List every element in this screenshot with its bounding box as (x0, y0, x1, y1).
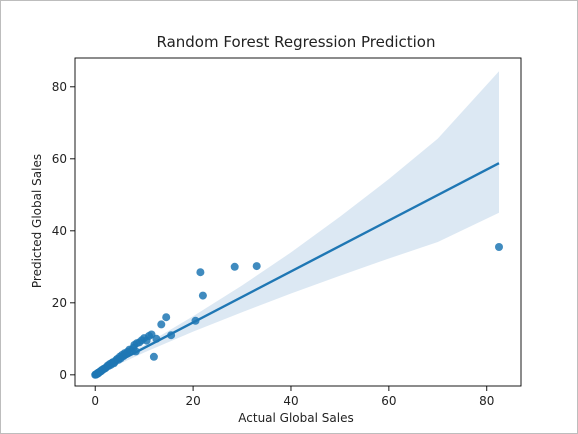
data-point (191, 316, 200, 325)
y-tick-label: 60 (52, 152, 67, 166)
data-point (152, 334, 161, 343)
plot-area: 0 20 40 60 80 0 20 40 60 80 (52, 57, 522, 408)
data-point (157, 320, 166, 329)
x-tick-label: 0 (91, 394, 99, 408)
y-axis-label: Predicted Global Sales (30, 154, 44, 288)
data-point (252, 262, 261, 271)
x-tick-label: 20 (185, 394, 200, 408)
y-tick-label: 80 (52, 80, 67, 94)
x-axis-label: Actual Global Sales (238, 411, 353, 425)
data-point (131, 347, 140, 356)
y-tick-label: 20 (52, 296, 67, 310)
regression-line (94, 162, 500, 375)
data-point (230, 262, 239, 271)
data-point (196, 268, 205, 277)
x-tick-label: 40 (283, 394, 298, 408)
x-tick-label: 60 (381, 394, 396, 408)
x-tick-label: 80 (479, 394, 494, 408)
data-point (198, 291, 207, 300)
confidence-band (95, 71, 499, 376)
y-tick-label: 0 (59, 368, 67, 382)
chart-title: Random Forest Regression Prediction (156, 33, 435, 51)
y-tick-label: 40 (52, 224, 67, 238)
data-point (162, 313, 171, 322)
data-point (495, 243, 503, 251)
data-point (149, 352, 158, 361)
data-point (167, 331, 176, 340)
axes-frame (74, 57, 522, 387)
